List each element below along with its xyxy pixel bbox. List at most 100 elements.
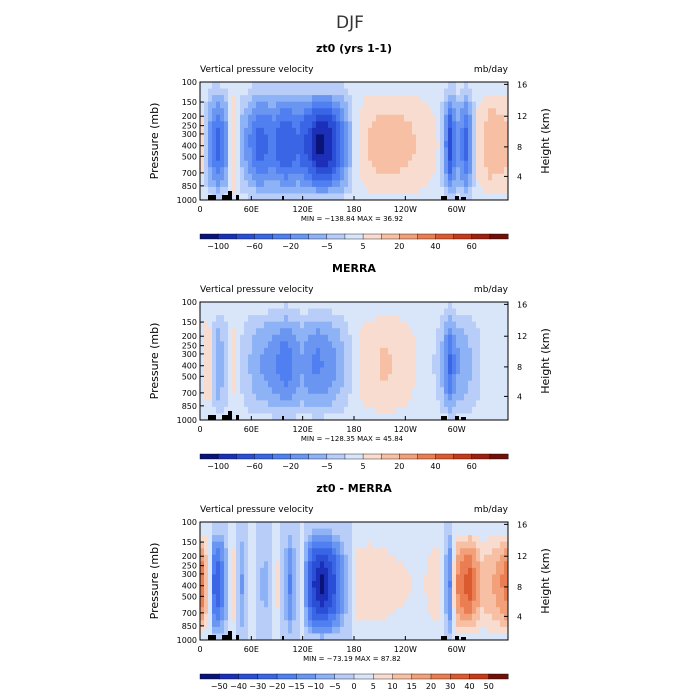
heatmap-cell [304,108,309,116]
heatmap-cell [368,633,373,641]
heatmap-cell [252,361,257,368]
heatmap-cell [496,321,501,329]
heatmap-cell [344,354,349,362]
heatmap-cell [220,522,225,529]
heatmap-cell [272,522,277,529]
heatmap-cell [432,193,437,201]
heatmap-cell [472,400,477,408]
heatmap-cell [432,535,437,543]
heatmap-cell [464,108,469,116]
heatmap-cell [344,413,349,421]
heatmap-cell [304,367,309,375]
colorbar-swatch [362,453,382,460]
heatmap-cell [260,594,265,602]
heatmap-cell [296,95,301,103]
colorbar-label: −20 [269,682,286,691]
heatmap-cell [224,522,229,529]
colorbar-label: 30 [445,682,455,691]
heatmap-cell [376,548,381,556]
heatmap-cell [316,600,321,608]
heatmap-cell [224,147,229,155]
heatmap-cell [424,613,429,621]
heatmap-cell [312,541,317,549]
heatmap-cell [328,522,333,529]
heatmap-cell [504,400,509,408]
heatmap-cell [248,393,253,401]
heatmap-cell [392,535,397,543]
heatmap-cell [304,535,309,543]
heatmap-cell [336,302,341,309]
heatmap-cell [224,626,229,634]
heatmap-cell [288,308,293,316]
heatmap-cell [412,108,417,116]
heatmap-cell [340,374,345,382]
heatmap-cell [476,594,481,602]
heatmap-cell [272,108,277,116]
heatmap-cell [476,347,481,355]
heatmap-cell [372,367,377,375]
heatmap-cell [308,101,313,109]
heatmap-cell [228,600,233,608]
heatmap-cell [480,347,485,355]
heatmap-cell [404,173,409,181]
heatmap-cell [256,308,261,316]
heatmap-cell [212,541,217,549]
heatmap-cell [236,613,241,621]
heatmap-cell [312,620,317,628]
heatmap-cell [384,535,389,543]
heatmap-cell [452,186,457,194]
heatmap-cell [448,95,453,103]
heatmap-cell [412,354,417,362]
heatmap-cell [280,154,285,162]
heatmap-cell [280,400,285,408]
heatmap-cell [416,95,421,103]
heatmap-cell [320,548,325,556]
heatmap-cell [504,554,509,562]
heatmap-cell [332,380,337,388]
min-max-text: MIN = −128.35 MAX = 45.84 [301,435,404,443]
heatmap-cell [316,167,321,175]
heatmap-cell [424,154,429,162]
heatmap-cell [480,308,485,316]
heatmap-cell [288,341,293,349]
heatmap-cell [368,328,373,336]
heatmap-cell [416,121,421,129]
heatmap-cell [244,613,249,621]
heatmap-cell [380,141,385,148]
heatmap-cell [232,387,237,395]
heatmap-cell [304,522,309,529]
heatmap-cell [280,380,285,388]
heatmap-cell [436,167,441,175]
heatmap-cell [416,574,421,582]
heatmap-cell [296,600,301,608]
heatmap-cell [460,393,465,401]
heatmap-cell [252,406,257,414]
heatmap-cell [292,528,297,536]
heatmap-cell [200,82,205,89]
heatmap-cell [448,587,453,595]
heatmap-cell [376,554,381,562]
heatmap-cell [236,347,241,355]
heatmap-cell [296,141,301,148]
heatmap-cell [328,141,333,148]
heatmap-cell [444,160,449,168]
heatmap-cell [276,347,281,355]
heatmap-cell [296,147,301,155]
heatmap-cell [452,173,457,181]
heatmap-cell [416,308,421,316]
heatmap-cell [360,361,365,368]
heatmap-cell [232,321,237,329]
heatmap-cell [244,626,249,634]
heatmap-cell [440,114,445,122]
heatmap-cell [416,82,421,89]
heatmap-cell [232,147,237,155]
heatmap-cell [308,581,313,588]
y-tick-label: 700 [182,389,197,398]
heatmap-cell [228,626,233,634]
heatmap-cell [400,302,405,309]
x-tick-label: 60W [448,645,466,654]
heatmap-cell [204,141,209,148]
colorbar-swatch [236,233,255,240]
heatmap-cell [252,607,257,615]
heatmap-cell [372,334,377,342]
